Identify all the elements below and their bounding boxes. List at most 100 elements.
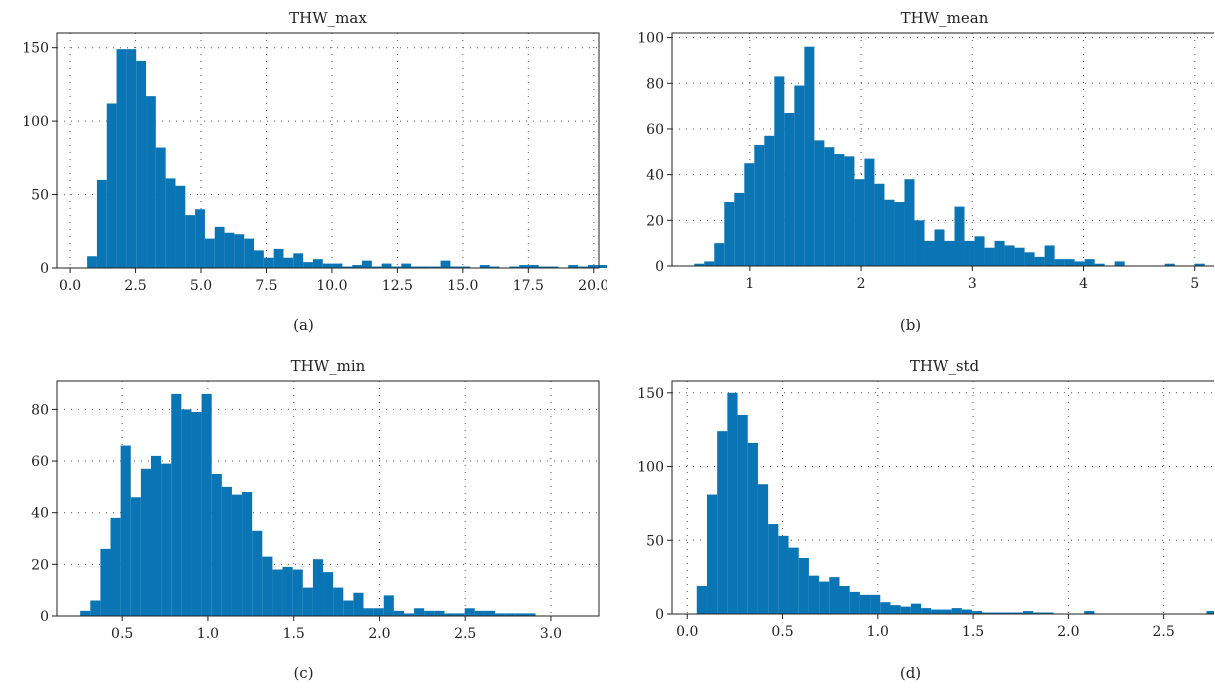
histogram-bar — [874, 183, 885, 266]
histogram-bar — [401, 263, 412, 268]
histogram-bar — [283, 257, 294, 268]
histogram-bar — [717, 431, 728, 614]
histogram-bar — [484, 610, 496, 616]
histogram-bar — [972, 611, 983, 614]
x-tick-label: 2.0 — [368, 626, 390, 642]
histogram-bar — [450, 266, 461, 268]
histogram-bar — [155, 147, 166, 268]
histogram-bar — [262, 556, 273, 616]
histogram-bar — [165, 178, 176, 268]
y-tick-label: 150 — [637, 386, 664, 402]
histogram-bar — [292, 569, 303, 616]
histogram-bar — [982, 612, 993, 614]
histogram-bar — [1043, 612, 1054, 614]
y-tick-label: 60 — [31, 454, 49, 470]
x-tick-label: 12.5 — [382, 278, 413, 294]
histogram-bar — [434, 610, 445, 616]
histogram-bar — [175, 185, 186, 268]
histogram-bar — [505, 613, 516, 616]
x-tick-label: 7.5 — [255, 278, 277, 294]
chart-title: THW_std — [910, 357, 980, 375]
histogram-bar — [263, 257, 274, 268]
histogram-bar — [80, 610, 91, 616]
histogram-bar — [120, 445, 131, 616]
histogram-bar — [140, 468, 151, 616]
histogram-bar — [403, 613, 415, 616]
histogram-bar — [724, 202, 735, 266]
x-tick-label: 1.0 — [867, 624, 889, 640]
chart-title: THW_min — [291, 357, 366, 375]
histogram-bar — [371, 266, 382, 268]
histogram-bar — [944, 240, 955, 266]
histogram-bar — [362, 260, 372, 268]
histogram-bar — [363, 608, 374, 616]
histogram-bar — [757, 484, 769, 614]
histogram-bar — [992, 612, 1003, 614]
x-tick-label: 15.0 — [447, 278, 478, 294]
histogram-bar — [808, 575, 820, 614]
plot-frame — [671, 32, 1214, 267]
histogram-thw-max: THW_max 0.0 2.5 5.0 7.5 10.0 12.5 15.0 17.5 20.0 0… — [22, 9, 607, 294]
histogram-bar — [706, 494, 718, 614]
histogram-bar — [964, 240, 975, 266]
histogram-bar — [844, 156, 855, 266]
histogram-bar — [293, 253, 304, 268]
histogram-bar — [440, 260, 451, 268]
histogram-bar — [489, 266, 500, 268]
histogram-bar — [784, 112, 795, 266]
histogram-bar — [87, 256, 97, 268]
panel-d: THW_std 0.0 0.5 1.0 1.5 2.0 2.5 0 50 100 150 (d) — [607, 348, 1214, 695]
histogram-bar — [343, 600, 354, 616]
y-tick-label: 20 — [31, 557, 49, 573]
histogram-bar — [303, 262, 313, 268]
histogram-bar — [244, 238, 255, 268]
y-tick-label: 0 — [655, 607, 664, 623]
histogram-bar — [150, 455, 162, 616]
histogram-bar — [381, 263, 392, 268]
panel-a: THW_max 0.0 2.5 5.0 7.5 10.0 12.5 15.0 17.5 20.0 0… — [0, 0, 607, 347]
histogram-bar — [829, 577, 840, 614]
histogram-bar — [515, 613, 526, 616]
histogram-bar — [323, 572, 334, 616]
histogram-bar — [273, 248, 284, 268]
histogram-bar — [464, 608, 475, 616]
histogram-bar — [880, 602, 891, 614]
y-tick-label: 0 — [40, 261, 49, 277]
histogram-bar — [1206, 611, 1214, 614]
y-tick-label: 100 — [637, 31, 664, 47]
histogram-bar — [302, 587, 313, 616]
histogram-bar — [126, 49, 137, 268]
histogram-bar — [931, 609, 942, 614]
x-tick-label: 2.5 — [124, 278, 146, 294]
histogram-bar — [951, 608, 962, 614]
histogram-bar — [859, 594, 871, 614]
histogram-bar — [420, 266, 431, 268]
y-tick-label: 0 — [655, 259, 664, 275]
y-tick-label: 50 — [646, 533, 664, 549]
histogram-bar — [333, 587, 344, 616]
histogram-bar — [587, 265, 598, 268]
histogram-thw-std: THW_std 0.0 0.5 1.0 1.5 2.0 2.5 0 50 100 150 — [637, 357, 1214, 640]
x-tick-label: 3 — [968, 276, 977, 292]
histogram-bar — [479, 265, 490, 268]
histogram-bar — [1012, 612, 1024, 614]
histogram-bar — [578, 266, 588, 268]
histogram-bar — [774, 76, 785, 266]
histogram-bar — [116, 49, 127, 268]
histogram-bar — [984, 247, 995, 266]
y-tick-label: 50 — [31, 188, 49, 204]
histogram-thw-mean: THW_mean 1 2 3 4 5 0 20 40 60 80 100 — [637, 9, 1214, 292]
histogram-bar — [322, 263, 333, 268]
x-tick-label: 0.0 — [59, 278, 81, 294]
histogram-bar — [884, 199, 895, 266]
histogram-bar — [195, 209, 205, 268]
histogram-bar — [568, 265, 579, 268]
histogram-bar — [424, 610, 435, 616]
histogram-bar — [1024, 252, 1035, 266]
chart-title: THW_max — [289, 9, 367, 27]
plot-frame — [671, 380, 1214, 615]
x-tick-label: 2 — [857, 276, 866, 292]
x-tick-label: 1.5 — [283, 626, 305, 642]
x-tick-label: 1.5 — [962, 624, 984, 640]
histogram-bar — [185, 215, 196, 268]
